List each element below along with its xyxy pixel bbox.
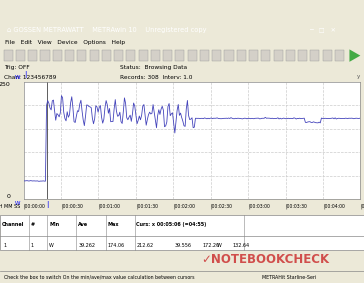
Text: METRAHit Starline-Seri: METRAHit Starline-Seri: [262, 275, 316, 280]
Bar: [212, 50, 221, 61]
Text: ⌂ GOSSEN METRAWATT    METRAwin 10    Unregistered copy: ⌂ GOSSEN METRAWATT METRAwin 10 Unregiste…: [7, 27, 207, 33]
Bar: [298, 50, 307, 61]
Bar: [286, 50, 295, 61]
Bar: [28, 50, 37, 61]
Bar: [225, 50, 234, 61]
Bar: [16, 50, 25, 61]
Bar: [323, 50, 332, 61]
Text: Max: Max: [107, 222, 119, 227]
Text: |00:00:00: |00:00:00: [24, 203, 46, 209]
Text: Records: 308  Interv: 1.0: Records: 308 Interv: 1.0: [120, 75, 193, 80]
Bar: [188, 50, 197, 61]
Bar: [4, 50, 13, 61]
Polygon shape: [349, 49, 360, 62]
Text: |00:01:30: |00:01:30: [136, 203, 158, 209]
Text: |00:03:30: |00:03:30: [285, 203, 308, 209]
Bar: [335, 50, 344, 61]
Text: |00:00:30: |00:00:30: [61, 203, 83, 209]
Text: 212.62: 212.62: [136, 243, 154, 248]
Text: Status:  Browsing Data: Status: Browsing Data: [120, 65, 187, 70]
Text: 1: 1: [31, 243, 34, 248]
Text: |00:04:30: |00:04:30: [360, 203, 364, 209]
Text: W: W: [217, 243, 221, 248]
Text: Trig: OFF: Trig: OFF: [4, 65, 29, 70]
Text: W: W: [49, 243, 54, 248]
Text: 0: 0: [6, 194, 10, 199]
Text: 132.64: 132.64: [233, 243, 250, 248]
Bar: [126, 50, 135, 61]
Text: 39.262: 39.262: [78, 243, 95, 248]
Text: y: y: [357, 74, 360, 80]
Bar: [139, 50, 148, 61]
Text: Check the box to switch On the min/ave/max value calculation between cursors: Check the box to switch On the min/ave/m…: [4, 275, 194, 280]
Text: |00:02:30: |00:02:30: [211, 203, 233, 209]
Text: W: W: [15, 201, 20, 206]
Text: #: #: [31, 222, 35, 227]
Bar: [310, 50, 320, 61]
Bar: [90, 50, 99, 61]
Bar: [40, 50, 50, 61]
Text: HH MM SS: HH MM SS: [0, 204, 20, 209]
Bar: [249, 50, 258, 61]
Text: W: W: [15, 75, 20, 80]
Bar: [175, 50, 185, 61]
Text: 172.20: 172.20: [202, 243, 219, 248]
Text: |: |: [46, 201, 48, 208]
Bar: [273, 50, 282, 61]
Bar: [261, 50, 270, 61]
Bar: [53, 50, 62, 61]
Text: Min: Min: [49, 222, 59, 227]
Bar: [163, 50, 172, 61]
Text: Ave: Ave: [78, 222, 88, 227]
Text: 250: 250: [0, 82, 10, 87]
Bar: [200, 50, 209, 61]
Text: |: |: [24, 71, 27, 78]
Bar: [77, 50, 86, 61]
Text: File   Edit   View   Device   Options   Help: File Edit View Device Options Help: [5, 40, 126, 45]
Bar: [0, 215, 364, 250]
Bar: [102, 50, 111, 61]
Text: |00:02:00: |00:02:00: [173, 203, 195, 209]
Text: Chan: 123456789: Chan: 123456789: [4, 75, 56, 80]
Text: Channel: Channel: [2, 222, 24, 227]
Text: ─   □   ✕: ─ □ ✕: [309, 28, 336, 33]
Text: 39.556: 39.556: [175, 243, 192, 248]
Text: 1: 1: [4, 243, 7, 248]
Text: |00:03:00: |00:03:00: [248, 203, 270, 209]
Bar: [114, 50, 123, 61]
Text: |00:01:00: |00:01:00: [99, 203, 120, 209]
Bar: [151, 50, 160, 61]
Text: ✓NOTEBOOKCHECK: ✓NOTEBOOKCHECK: [202, 253, 330, 266]
Text: Curs: x 00:05:06 (=04:55): Curs: x 00:05:06 (=04:55): [136, 222, 207, 227]
Text: 174.06: 174.06: [107, 243, 124, 248]
Text: |00:04:00: |00:04:00: [323, 203, 345, 209]
Bar: [237, 50, 246, 61]
Bar: [65, 50, 74, 61]
